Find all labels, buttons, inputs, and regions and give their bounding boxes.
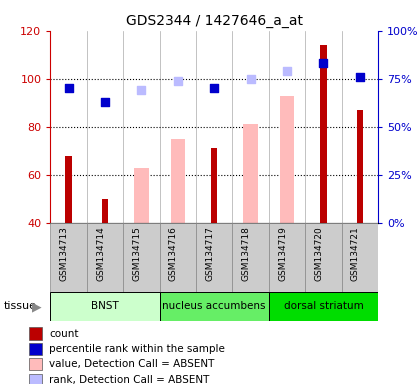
Text: rank, Detection Call = ABSENT: rank, Detection Call = ABSENT — [50, 375, 210, 384]
Bar — [87, 223, 123, 292]
Point — [65, 85, 72, 91]
Point — [284, 68, 290, 74]
Bar — [341, 223, 378, 292]
Bar — [280, 96, 294, 223]
Bar — [29, 374, 42, 384]
Text: GSM134721: GSM134721 — [351, 226, 360, 281]
Text: GSM134720: GSM134720 — [315, 226, 323, 281]
Bar — [171, 139, 185, 223]
Text: GSM134715: GSM134715 — [132, 226, 142, 281]
Bar — [50, 292, 160, 321]
Text: nucleus accumbens: nucleus accumbens — [163, 301, 266, 311]
Point — [138, 87, 145, 93]
Point — [357, 74, 363, 80]
Text: BNST: BNST — [91, 301, 119, 311]
Bar — [29, 343, 42, 355]
Text: GSM134719: GSM134719 — [278, 226, 287, 281]
Bar — [320, 45, 327, 223]
Bar — [232, 223, 269, 292]
Text: dorsal striatum: dorsal striatum — [284, 301, 363, 311]
Text: percentile rank within the sample: percentile rank within the sample — [50, 344, 225, 354]
Bar — [269, 292, 378, 321]
Bar — [29, 358, 42, 371]
Title: GDS2344 / 1427646_a_at: GDS2344 / 1427646_a_at — [126, 14, 303, 28]
Bar — [305, 223, 341, 292]
Text: GSM134717: GSM134717 — [205, 226, 214, 281]
Text: GSM134714: GSM134714 — [96, 226, 105, 281]
Text: tissue: tissue — [4, 301, 37, 311]
Text: ▶: ▶ — [32, 300, 41, 313]
Bar — [160, 223, 196, 292]
Bar — [102, 199, 108, 223]
Point — [211, 85, 218, 91]
Bar — [357, 110, 363, 223]
Bar — [66, 156, 72, 223]
Bar — [123, 223, 160, 292]
Text: value, Detection Call = ABSENT: value, Detection Call = ABSENT — [50, 359, 215, 369]
Bar — [243, 124, 258, 223]
Point — [320, 60, 327, 66]
Text: count: count — [50, 329, 79, 339]
Bar — [211, 148, 218, 223]
Bar — [29, 328, 42, 340]
Bar — [134, 167, 149, 223]
Point — [247, 76, 254, 82]
Bar — [196, 223, 232, 292]
Text: GSM134718: GSM134718 — [241, 226, 251, 281]
Text: GSM134713: GSM134713 — [60, 226, 68, 281]
Point — [102, 99, 108, 105]
Text: GSM134716: GSM134716 — [169, 226, 178, 281]
Bar — [50, 223, 87, 292]
Bar — [160, 292, 269, 321]
Point — [174, 78, 181, 84]
Bar — [269, 223, 305, 292]
